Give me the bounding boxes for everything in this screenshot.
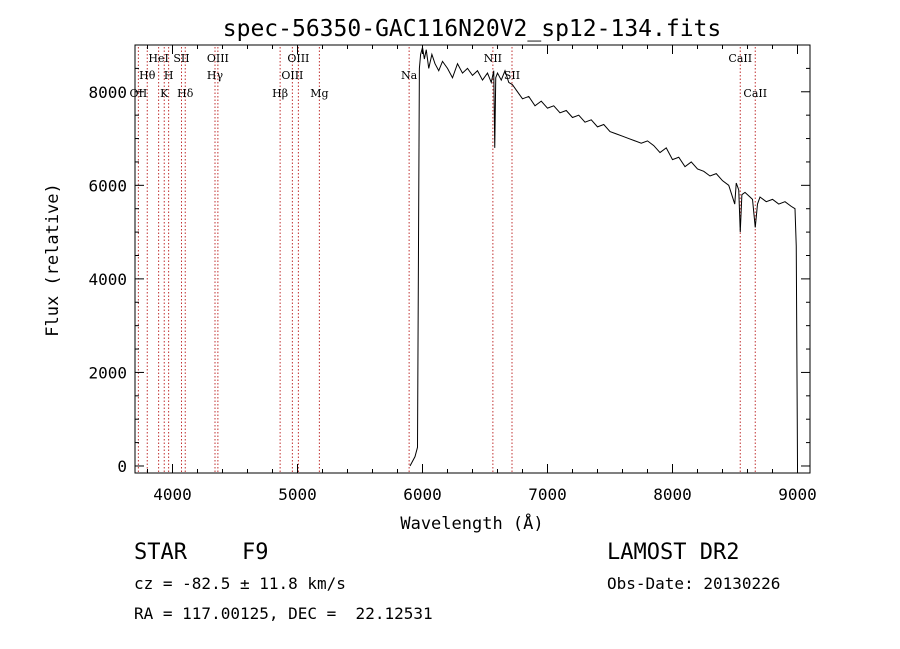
line-marker-label: SII [173, 52, 189, 65]
plot-frame [134, 44, 811, 474]
line-marker-label: Hβ [272, 87, 288, 100]
line-marker-label: OIII [287, 52, 309, 65]
y-axis-label: Flux (relative) [43, 183, 63, 337]
redshift-velocity: cz = -82.5 ± 11.8 km/s [134, 574, 346, 593]
x-axis-label: Wavelength (Å) [400, 512, 543, 534]
x-tick-label: 6000 [403, 485, 442, 504]
y-tick-label: 2000 [88, 363, 127, 382]
line-marker-label: OII [130, 87, 148, 100]
y-tick-label: 4000 [88, 270, 127, 289]
y-tick-label: 8000 [88, 83, 127, 102]
chart-title: spec-56350-GAC116N20V2_sp12-134.fits [223, 16, 722, 42]
object-class: STAR [134, 540, 187, 565]
x-tick-label: 8000 [653, 485, 692, 504]
line-marker-label: Mg [310, 87, 328, 100]
line-markers: OIIHθHeIKHSIIHδHγOIIIHβOIIIOIIIMgNaNIISI… [130, 47, 767, 473]
line-marker-label: Hθ [139, 69, 156, 82]
y-tick-label: 0 [117, 457, 127, 476]
x-tick-label: 9000 [778, 485, 817, 504]
line-marker-label: K [160, 87, 169, 100]
line-marker-label: Hδ [177, 87, 194, 100]
object-subclass: F9 [242, 540, 269, 565]
line-marker-label: CaII [728, 52, 752, 65]
x-tick-label: 7000 [528, 485, 567, 504]
line-marker-label: HeI [148, 52, 168, 65]
y-tick-label: 6000 [88, 176, 127, 195]
coordinates: RA = 117.00125, DEC = 22.12531 [134, 604, 433, 623]
line-marker-label: Hγ [207, 69, 224, 82]
x-tick-label: 5000 [278, 485, 317, 504]
line-marker-label: H [164, 69, 174, 82]
line-marker-label: OIII [281, 69, 303, 82]
x-tick-label: 4000 [153, 485, 192, 504]
line-marker-label: OIII [207, 52, 229, 65]
line-marker-label: NII [484, 52, 502, 65]
observation-date: Obs-Date: 20130226 [607, 574, 781, 593]
axis-ticks: 4000 5000 6000 7000 8000 9000 0 2000 4000 6000 800… [88, 45, 817, 504]
spectrum-line [409, 47, 798, 467]
line-marker-label: Na [401, 69, 418, 82]
line-marker-label: CaII [743, 87, 767, 100]
survey-name: LAMOST DR2 [607, 540, 740, 565]
